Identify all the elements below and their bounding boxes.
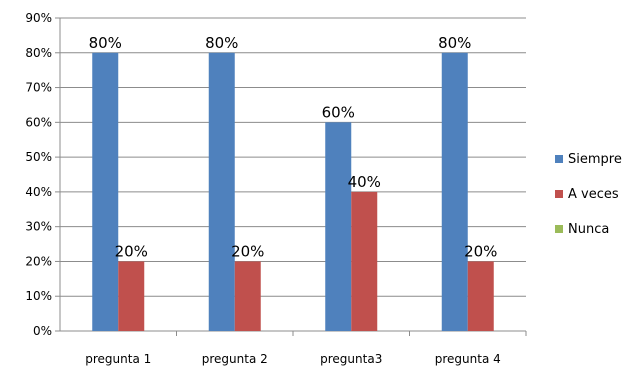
legend-item-a-veces: A veces (555, 185, 622, 203)
bar-siempre (441, 52, 468, 332)
y-tick-label: 60% (25, 115, 52, 129)
legend-item-nunca: Nunca (555, 220, 622, 238)
bar-siempre (92, 52, 119, 332)
data-label: 40% (348, 173, 381, 191)
data-label: 80% (438, 34, 471, 52)
legend-item-siempre: Siempre (555, 150, 622, 168)
legend-label-a-veces: A veces (568, 186, 619, 202)
data-label: 20% (464, 242, 497, 260)
data-label: 20% (231, 242, 264, 260)
legend: Siempre A veces Nunca (555, 150, 622, 255)
y-tick-label: 80% (25, 46, 52, 60)
legend-label-siempre: Siempre (568, 151, 622, 167)
y-tick-label: 50% (25, 150, 52, 164)
y-tick-label: 20% (25, 254, 52, 268)
data-label: 60% (322, 103, 355, 121)
y-tick-label: 70% (25, 81, 52, 95)
y-tick-label: 30% (25, 220, 52, 234)
x-category-label: pregunta3 (320, 352, 382, 366)
y-tick-label: 10% (25, 289, 52, 303)
legend-swatch-siempre (555, 155, 563, 163)
bar-siempre (208, 52, 235, 332)
legend-swatch-nunca (555, 225, 563, 233)
x-category-label: pregunta 1 (85, 352, 151, 366)
y-tick-label: 0% (33, 324, 52, 338)
bar-a-veces (351, 191, 378, 331)
data-label: 80% (89, 34, 122, 52)
y-tick-label: 40% (25, 185, 52, 199)
bar-a-veces (234, 261, 261, 331)
data-label: 20% (115, 242, 148, 260)
legend-label-nunca: Nunca (568, 221, 610, 237)
data-label: 80% (205, 34, 238, 52)
bar-siempre (325, 122, 352, 331)
y-tick-label: 90% (25, 11, 52, 25)
bar-a-veces (118, 261, 145, 331)
legend-swatch-a-veces (555, 190, 563, 198)
bar-a-veces (467, 261, 494, 331)
x-category-label: pregunta 2 (202, 352, 268, 366)
x-category-label: pregunta 4 (435, 352, 501, 366)
